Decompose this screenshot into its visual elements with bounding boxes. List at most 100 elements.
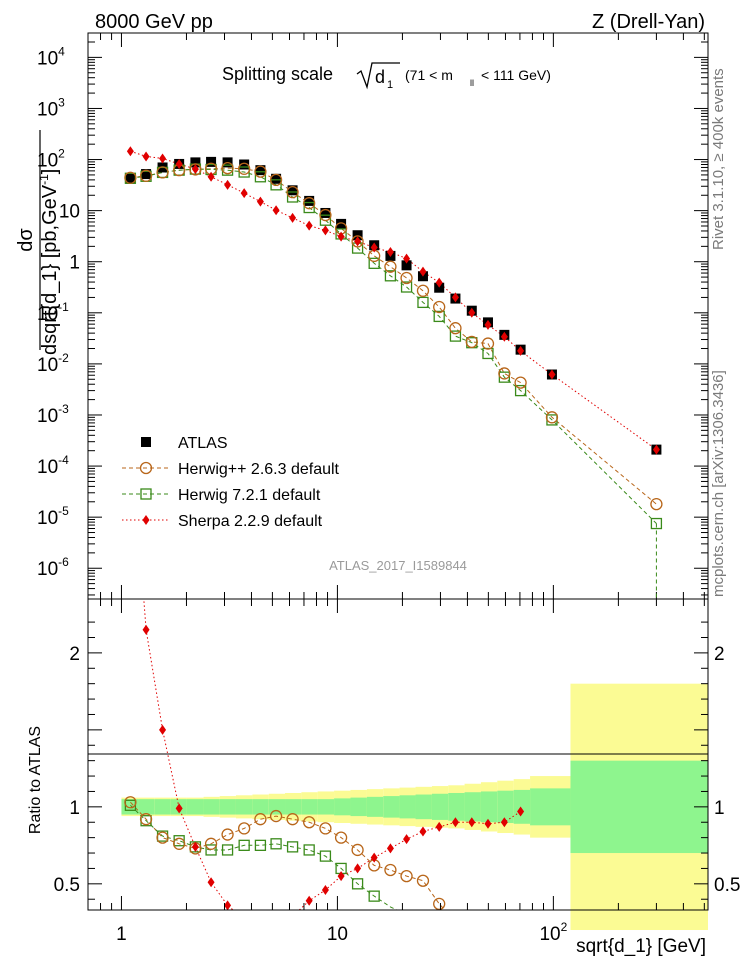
plot-title: Splitting scale [222, 64, 333, 84]
herwigpp-ratio-point [351, 843, 364, 857]
x-tick-label: 102 [539, 920, 567, 945]
sherpa-ratio-point [451, 817, 459, 828]
sherpa-point [468, 307, 476, 318]
legend: ATLAS Herwig++ 2.6.3 default Herwig 7.2.1 … [122, 435, 340, 530]
sherpa-point [337, 231, 345, 242]
title-range-sub: ll [470, 78, 474, 88]
y-tick-label: 10-2 [37, 351, 69, 376]
herwig7-ratio-point [351, 878, 364, 890]
herwigpp-point [384, 260, 397, 273]
sherpa-ratio-point [175, 803, 183, 814]
ratio-y-tick-label-right: 1 [714, 798, 725, 819]
herwigpp-ratio-point [156, 831, 169, 844]
y-tick-label: 10-1 [37, 300, 69, 325]
sherpa-point [386, 246, 394, 257]
band-inner [464, 792, 481, 822]
legend-label: ATLAS [178, 435, 228, 452]
y-tick-label: 10 [59, 202, 80, 223]
sherpa-ratio-point [403, 834, 411, 845]
y-tick-label: 10-5 [37, 504, 69, 529]
header-left: 8000 GeV pp [95, 11, 213, 33]
ratio-panel-frame [87, 598, 709, 911]
herwigpp-ratio-point [139, 813, 153, 826]
sherpa-ratio-point [517, 806, 525, 817]
sherpa-ratio-point [159, 724, 167, 735]
herwigpp-point [139, 169, 153, 182]
sherpa-ratio-point [321, 884, 329, 895]
title-range-end: < 111 GeV) [481, 67, 551, 83]
title-var: d [375, 67, 385, 87]
sherpa-point [484, 319, 492, 330]
atlas-point [401, 260, 412, 271]
legend-marker [140, 488, 152, 500]
sherpa-ratio-point [386, 843, 394, 854]
ratio-y-tick-label: 2 [69, 644, 80, 665]
y-tick-label: 102 [37, 147, 65, 172]
ratio-series-clipped [124, 599, 525, 910]
herwig7-ratio-point [286, 841, 299, 853]
herwigpp-point [189, 163, 202, 176]
sherpa-point [289, 212, 297, 223]
herwig7-point [286, 191, 299, 203]
herwig7-point [254, 171, 267, 183]
band-inner [219, 799, 236, 815]
legend-marker [139, 461, 153, 475]
y-tick-label: 10-3 [37, 402, 69, 427]
sherpa-ratio-point [337, 871, 345, 882]
herwig7-point [449, 330, 462, 342]
sherpa-ratio-point [435, 821, 443, 832]
sherpa-line [130, 150, 657, 451]
title-var-sub: 1 [387, 79, 393, 91]
ratio-y-tick-label: 0.5 [54, 875, 80, 896]
ratio-ylabel: Ratio to ATLAS [27, 726, 44, 834]
atlas-point [141, 169, 152, 180]
sherpa-point [652, 444, 660, 455]
herwigpp-point [269, 173, 283, 187]
herwig7-ratio-point [303, 844, 315, 856]
header-right: Z (Drell-Yan) [592, 11, 705, 33]
atlas-point [287, 185, 298, 196]
sherpa-point [142, 151, 150, 162]
sherpa-ratio-point [142, 624, 150, 635]
herwig7-point [270, 179, 282, 191]
herwigpp-point [221, 161, 234, 175]
herwig7-point [319, 214, 332, 226]
sherpa-ratio-point [419, 826, 427, 837]
sherpa-point [548, 369, 556, 380]
atlas-point [190, 157, 201, 168]
band-inner [317, 799, 335, 815]
herwigpp-point [254, 165, 267, 178]
ylabel-bottom: dsqrt{d_1} [pb,GeV-1] [37, 169, 61, 355]
sherpa-point [435, 277, 443, 288]
sherpa-ratio-point [191, 841, 199, 852]
sqrt-sign [356, 62, 400, 90]
herwigpp-ratio-point [124, 796, 137, 809]
sherpa-ratio-point [354, 863, 362, 874]
herwig7-ratio-point [205, 844, 217, 856]
band-inner [366, 796, 384, 817]
herwig7-ratio-point [368, 890, 380, 902]
band-inner [203, 799, 220, 815]
sherpa-point [224, 179, 232, 190]
herwigpp-ratio-point [254, 813, 267, 826]
band-inner [301, 799, 318, 815]
band-inner [383, 796, 400, 818]
herwigpp-ratio-point [400, 869, 413, 883]
herwigpp-ratio-point [221, 828, 234, 841]
herwigpp-ratio-point [416, 874, 430, 887]
herwigpp-point [416, 284, 430, 297]
sherpa-point [305, 220, 313, 231]
legend-label: Herwig++ 2.6.3 default [178, 461, 340, 478]
sherpa-point [207, 171, 215, 182]
y-tick-label: 103 [37, 95, 65, 120]
legend-marker [141, 437, 151, 447]
legend-label: Herwig 7.2.1 default [178, 487, 321, 504]
band-inner [252, 799, 269, 815]
watermark: ATLAS_2017_I1589844 [329, 558, 467, 573]
band-inner [415, 794, 432, 820]
ratio-bands [121, 683, 708, 931]
atlas-point [255, 165, 266, 176]
herwigpp-point [433, 300, 446, 314]
atlas-point [320, 207, 331, 218]
herwigpp-point [498, 367, 511, 380]
